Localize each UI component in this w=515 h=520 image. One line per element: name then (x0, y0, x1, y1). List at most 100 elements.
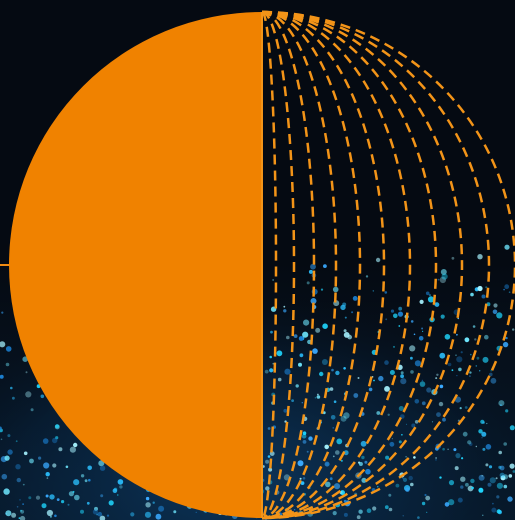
particle (481, 475, 484, 477)
particle (308, 269, 313, 274)
particle (389, 370, 395, 375)
particle (46, 477, 49, 479)
particle (439, 476, 442, 479)
particle (400, 374, 404, 379)
particle (393, 345, 395, 348)
particle (503, 484, 508, 489)
particle (86, 501, 90, 505)
particle (1, 311, 4, 314)
particle (470, 478, 475, 484)
particle (385, 318, 388, 321)
particle (502, 341, 509, 348)
particle (496, 509, 501, 514)
particle (408, 475, 413, 481)
particle (352, 296, 358, 301)
particle (470, 353, 472, 356)
particle (486, 302, 491, 307)
particle (265, 459, 270, 464)
particle (329, 477, 333, 481)
particle (400, 378, 407, 385)
particle (332, 455, 335, 458)
particle (293, 334, 298, 338)
particle (469, 442, 473, 446)
particle (397, 311, 404, 317)
particle (18, 517, 21, 519)
particle (421, 401, 426, 406)
particle (455, 354, 457, 356)
particle (439, 384, 444, 389)
particle (158, 505, 165, 512)
particle (441, 273, 448, 280)
particle (378, 375, 384, 382)
particle (320, 288, 324, 291)
particle (291, 399, 294, 402)
particle (272, 279, 274, 281)
particle (300, 481, 305, 485)
particle (442, 447, 445, 451)
particle (384, 505, 389, 510)
particle (498, 400, 505, 407)
particle (5, 362, 10, 367)
particle (505, 409, 509, 413)
particle (267, 455, 271, 458)
particle (492, 309, 498, 315)
particle (405, 456, 407, 458)
particle (283, 305, 286, 308)
particle (385, 455, 390, 460)
particle (470, 292, 474, 297)
particle (427, 296, 435, 303)
particle (295, 384, 299, 388)
particle (372, 290, 374, 292)
particle (500, 404, 502, 406)
particle (405, 487, 410, 493)
particle (299, 477, 302, 480)
particle (469, 375, 471, 377)
particle (73, 479, 80, 486)
particle (496, 312, 503, 319)
particle (455, 453, 461, 459)
meridian-arc (261, 10, 438, 520)
particle (512, 470, 515, 473)
particle (321, 359, 328, 365)
particle (5, 510, 12, 517)
particle (358, 509, 363, 514)
particle (498, 465, 502, 469)
particle (55, 436, 59, 440)
particle (402, 515, 404, 517)
particle (479, 370, 481, 372)
particle (265, 486, 270, 491)
particle (347, 334, 353, 340)
particle (108, 500, 114, 506)
particle (459, 407, 462, 410)
particle (398, 440, 402, 444)
particle (388, 493, 392, 497)
particle (40, 394, 45, 399)
particle (504, 244, 510, 250)
particle (490, 370, 492, 372)
particle (7, 449, 13, 455)
particle (464, 337, 470, 343)
particle (436, 373, 439, 376)
particle (56, 498, 60, 501)
particle (297, 460, 304, 467)
particle (475, 365, 478, 367)
particle (389, 441, 395, 447)
meridian-arc (261, 10, 491, 520)
particle (4, 455, 10, 461)
particle (152, 501, 155, 504)
particle (498, 450, 503, 455)
particle (45, 494, 49, 498)
particle (322, 411, 326, 415)
particle (99, 515, 106, 520)
particle (467, 440, 472, 445)
particle (87, 465, 92, 471)
particle (340, 415, 347, 422)
particle (425, 291, 430, 296)
particle (302, 331, 309, 338)
particle (484, 334, 489, 340)
particle (306, 450, 309, 453)
particle (456, 356, 463, 363)
particle (505, 336, 508, 340)
particle (471, 486, 474, 490)
